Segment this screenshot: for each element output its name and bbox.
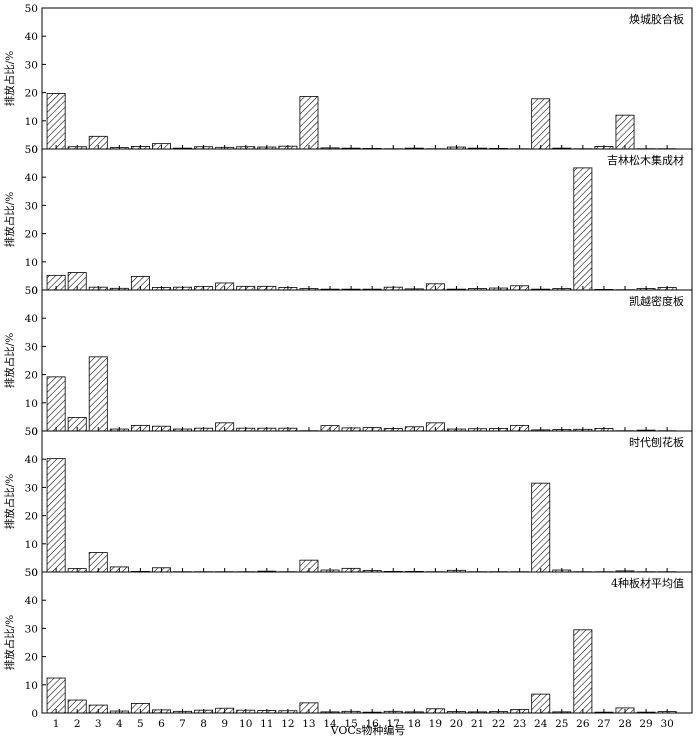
y-tick-label-5-3: 30 — [25, 623, 38, 635]
x-tick-label-29: 29 — [639, 718, 652, 730]
x-tick-label-1: 1 — [53, 718, 60, 730]
x-tick-label-19: 19 — [429, 718, 442, 730]
y-axis-label-2: 排放占比/% — [3, 192, 16, 248]
panel-title-1: 焕城胶合板 — [629, 12, 684, 26]
x-tick-label-3: 3 — [95, 718, 102, 730]
bar-2-26 — [574, 168, 592, 290]
bar-4-1 — [47, 459, 65, 572]
panel-title-3: 凯越密度板 — [629, 294, 684, 308]
x-tick-label-25: 25 — [555, 718, 568, 730]
bar-3-1 — [47, 377, 65, 431]
y-tick-label-4-3: 30 — [25, 482, 38, 494]
y-tick-label-2-2: 20 — [25, 229, 38, 241]
x-tick-label-26: 26 — [576, 718, 590, 730]
x-tick-label-20: 20 — [450, 718, 463, 730]
panel-title-5: 4种板材平均值 — [611, 576, 684, 590]
y-tick-label-1-4: 40 — [25, 31, 38, 43]
panel-frame-4 — [42, 431, 692, 572]
y-tick-label-2-3: 30 — [25, 200, 38, 212]
x-tick-label-8: 8 — [200, 718, 207, 730]
y-tick-label-2-5: 50 — [25, 144, 38, 156]
x-tick-label-13: 13 — [302, 718, 315, 730]
bar-1-13 — [300, 97, 318, 149]
x-tick-label-28: 28 — [618, 718, 631, 730]
y-tick-label-3-5: 50 — [25, 285, 38, 297]
y-tick-label-4-5: 50 — [25, 426, 38, 438]
bar-4-24 — [532, 483, 550, 572]
y-tick-label-5-2: 20 — [25, 652, 38, 664]
y-tick-label-5-1: 10 — [25, 680, 38, 692]
y-tick-label-4-2: 20 — [25, 511, 38, 523]
y-tick-label-1-5: 50 — [25, 3, 38, 15]
x-tick-label-12: 12 — [281, 718, 294, 730]
y-axis-label-3: 排放占比/% — [3, 333, 16, 389]
y-tick-label-3-2: 20 — [25, 370, 38, 382]
x-tick-label-5: 5 — [137, 718, 144, 730]
y-tick-label-1-3: 30 — [25, 59, 38, 71]
x-tick-label-6: 6 — [158, 718, 165, 730]
y-tick-label-3-3: 30 — [25, 341, 38, 353]
y-tick-label-2-1: 10 — [25, 257, 38, 269]
y-tick-label-5-4: 40 — [25, 595, 38, 607]
bar-1-28 — [616, 115, 634, 149]
y-axis-label-4: 排放占比/% — [3, 474, 16, 530]
x-tick-label-22: 22 — [492, 718, 505, 730]
bar-5-26 — [574, 630, 592, 713]
x-tick-label-24: 24 — [534, 718, 548, 730]
x-tick-label-18: 18 — [408, 718, 421, 730]
x-tick-label-2: 2 — [74, 718, 81, 730]
x-tick-label-11: 11 — [260, 718, 273, 730]
x-tick-label-27: 27 — [597, 718, 610, 730]
bar-3-3 — [89, 357, 107, 431]
y-tick-label-3-1: 10 — [25, 398, 38, 410]
x-tick-label-23: 23 — [513, 718, 526, 730]
x-tick-label-4: 4 — [116, 718, 123, 730]
bar-1-24 — [532, 99, 550, 149]
x-tick-label-7: 7 — [179, 718, 186, 730]
y-tick-label-4-1: 10 — [25, 539, 38, 551]
panel-frame-5 — [42, 572, 692, 713]
y-tick-label-4-4: 40 — [25, 454, 38, 466]
y-tick-label-5-5: 50 — [25, 567, 38, 579]
panel-title-2: 吉林松木集成材 — [607, 153, 684, 167]
y-tick-label-5-0: 0 — [31, 708, 38, 720]
bar-1-1 — [47, 93, 65, 149]
bar-5-1 — [47, 678, 65, 713]
y-tick-label-1-1: 10 — [25, 116, 38, 128]
x-tick-label-10: 10 — [239, 718, 252, 730]
x-tick-label-21: 21 — [471, 718, 484, 730]
panel-frame-2 — [42, 149, 692, 290]
x-axis-label: VOCs物种编号 — [330, 723, 406, 737]
y-tick-label-2-4: 40 — [25, 172, 38, 184]
x-tick-label-30: 30 — [660, 718, 673, 730]
y-axis-label-5: 排放占比/% — [3, 615, 16, 671]
panel-frame-3 — [42, 290, 692, 431]
y-tick-label-3-4: 40 — [25, 313, 38, 325]
x-tick-label-9: 9 — [221, 718, 228, 730]
y-tick-label-1-2: 20 — [25, 88, 38, 100]
y-axis-label-1: 排放占比/% — [3, 51, 16, 107]
panel-frame-1 — [42, 8, 692, 149]
panel-title-4: 时代刨花板 — [629, 435, 684, 449]
